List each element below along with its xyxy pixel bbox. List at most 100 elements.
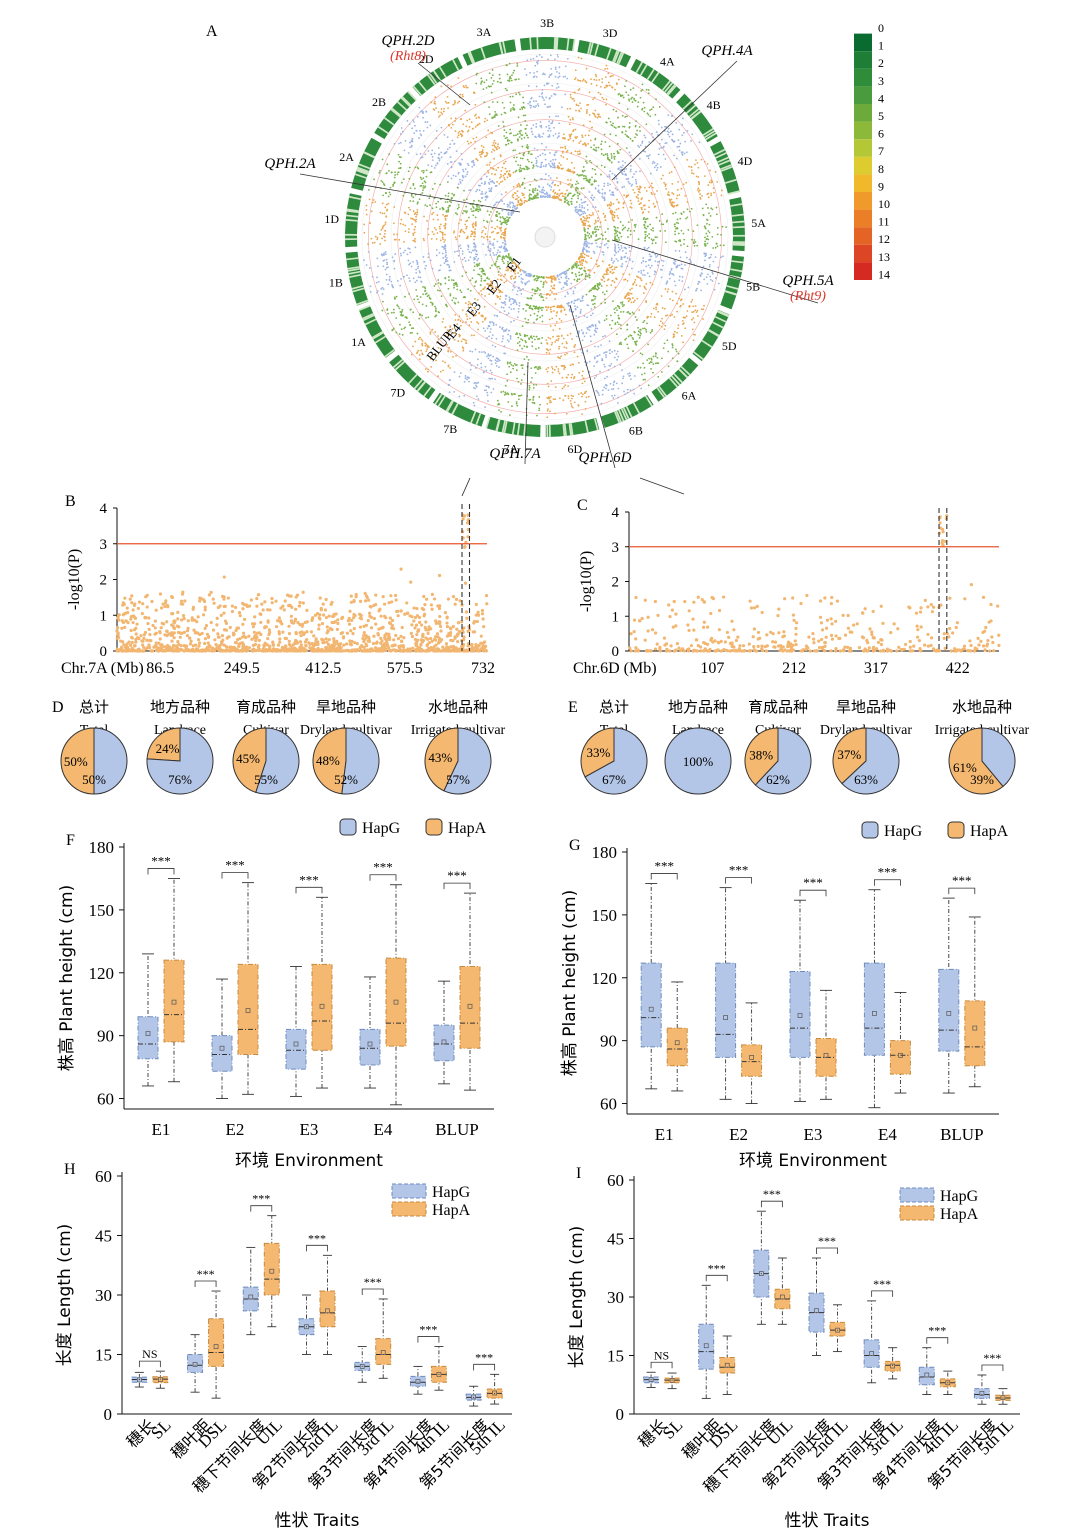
chromosome-band xyxy=(553,37,556,50)
track-point xyxy=(503,135,506,137)
track-point xyxy=(578,110,581,113)
track-point xyxy=(508,139,511,142)
track-point xyxy=(616,321,619,324)
track-point xyxy=(643,366,646,369)
track-point xyxy=(567,169,570,171)
track-point xyxy=(626,311,629,314)
legend-swatch xyxy=(854,244,872,263)
track-point xyxy=(556,53,559,56)
track-point xyxy=(586,112,588,115)
track-point xyxy=(536,307,539,310)
track-point xyxy=(714,256,717,259)
track-point xyxy=(681,280,684,283)
track-point xyxy=(526,274,528,277)
track-point xyxy=(537,368,540,371)
track-point xyxy=(506,220,509,223)
track-point xyxy=(696,161,699,164)
track-point xyxy=(444,224,447,227)
track-point xyxy=(596,283,599,285)
track-point xyxy=(618,92,620,95)
track-point xyxy=(667,365,670,368)
track-point xyxy=(400,254,403,257)
track-point xyxy=(369,222,371,224)
track-point xyxy=(472,311,475,314)
chromosome-band xyxy=(352,287,365,293)
track-point xyxy=(524,127,527,130)
track-point xyxy=(441,236,444,239)
track-point xyxy=(486,235,489,238)
track-point xyxy=(629,389,632,392)
track-point xyxy=(632,388,635,391)
chromosome-band xyxy=(346,214,359,218)
track-point xyxy=(684,264,686,266)
track-point xyxy=(459,93,462,96)
track-point xyxy=(457,134,460,137)
track-point xyxy=(629,233,632,236)
track-point xyxy=(517,310,520,313)
track-point xyxy=(575,109,577,112)
track-point xyxy=(621,369,623,372)
track-point xyxy=(380,179,383,182)
track-point xyxy=(568,134,571,136)
track-point xyxy=(603,191,606,194)
track-point xyxy=(664,230,666,232)
track-point xyxy=(619,148,622,151)
track-point xyxy=(605,356,608,359)
track-point xyxy=(698,181,701,184)
track-point xyxy=(584,400,587,403)
track-point xyxy=(421,343,424,346)
track-point xyxy=(471,277,474,280)
track-point xyxy=(453,301,456,304)
track-point xyxy=(393,142,396,145)
track-point xyxy=(667,194,670,196)
track-point xyxy=(482,219,485,222)
track-point xyxy=(499,295,502,298)
track-point xyxy=(501,257,504,259)
track-point xyxy=(581,79,584,82)
track-point xyxy=(685,151,688,154)
track-point xyxy=(535,366,537,368)
track-point xyxy=(616,215,619,217)
track-point xyxy=(708,263,711,266)
track-point xyxy=(652,136,654,139)
track-point xyxy=(603,185,606,188)
track-point xyxy=(650,185,652,187)
track-point xyxy=(633,281,636,283)
track-point xyxy=(582,246,585,249)
track-point xyxy=(515,93,518,96)
chromosome-band xyxy=(717,156,729,163)
track-point xyxy=(625,194,628,197)
track-point xyxy=(608,340,611,343)
track-point xyxy=(519,204,522,207)
track-point xyxy=(544,280,547,283)
track-point xyxy=(583,207,586,209)
track-point xyxy=(498,246,501,249)
track-point xyxy=(478,351,481,353)
track-point xyxy=(415,213,418,216)
track-point xyxy=(577,316,580,319)
track-point xyxy=(520,338,523,341)
track-point xyxy=(520,277,523,280)
chromosome-band xyxy=(731,213,744,217)
track-point xyxy=(586,208,589,211)
track-point xyxy=(610,363,613,365)
track-point xyxy=(609,170,611,173)
track-point xyxy=(621,160,624,163)
track-point xyxy=(647,92,650,95)
track-point xyxy=(676,145,679,148)
track-point xyxy=(511,298,514,301)
track-point xyxy=(421,314,423,317)
track-point xyxy=(528,388,531,391)
track-point xyxy=(697,166,700,169)
track-point xyxy=(531,345,534,348)
track-point xyxy=(702,213,705,216)
track-point xyxy=(616,350,619,353)
track-point xyxy=(557,337,560,340)
track-point xyxy=(458,250,461,252)
track-point xyxy=(617,314,620,317)
track-point xyxy=(597,220,599,222)
track-point xyxy=(596,327,599,330)
track-point xyxy=(613,365,616,368)
track-point xyxy=(490,220,493,223)
track-point xyxy=(549,348,552,351)
